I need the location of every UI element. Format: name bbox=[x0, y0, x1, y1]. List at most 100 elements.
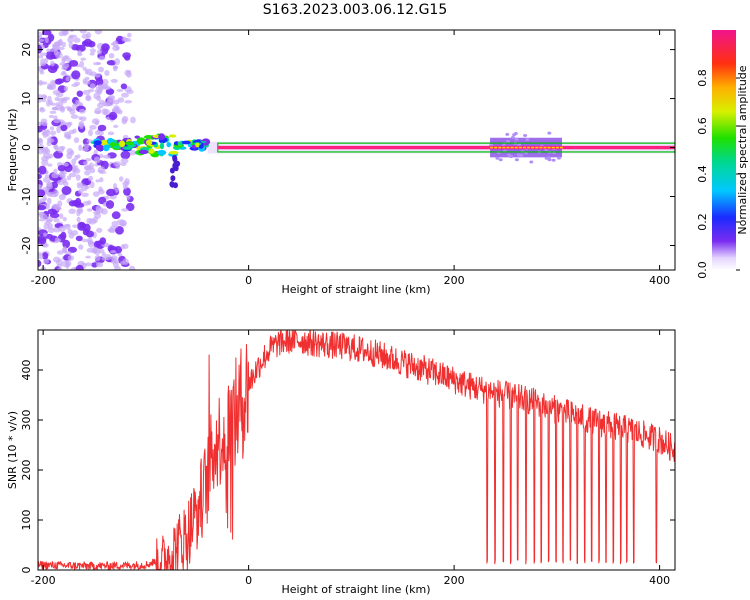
colorbar-tick-label: 0.0 bbox=[696, 261, 709, 279]
sideband-speck bbox=[505, 132, 510, 136]
noise-blob bbox=[101, 251, 106, 257]
x-tick-label: -200 bbox=[31, 274, 56, 287]
y-tick-label: 400 bbox=[20, 360, 33, 381]
snr-x-ticks: -200 0 200 400 bbox=[31, 330, 670, 587]
sideband-speck bbox=[551, 158, 556, 162]
noise-blob bbox=[113, 65, 118, 69]
noise-blob bbox=[89, 52, 95, 56]
ridge-dash bbox=[490, 146, 494, 149]
noise-blob bbox=[78, 244, 84, 250]
noise-blob bbox=[75, 235, 83, 242]
noise-blob bbox=[56, 250, 64, 255]
x-tick-label: 0 bbox=[245, 574, 252, 587]
onset-blob bbox=[166, 142, 171, 148]
noise-blob bbox=[84, 165, 92, 171]
noise-blob bbox=[110, 250, 117, 254]
noise-blob bbox=[128, 149, 137, 156]
noise-blob bbox=[61, 121, 68, 126]
heatmap-marks bbox=[38, 30, 675, 270]
noise-blob bbox=[79, 122, 84, 129]
ridge-core bbox=[217, 145, 675, 150]
heatmap-x-ticks: -200 0 200 400 bbox=[31, 30, 670, 287]
onset-blob bbox=[168, 150, 179, 155]
noise-blob bbox=[39, 146, 45, 151]
noise-blob bbox=[124, 55, 131, 61]
noise-blob bbox=[88, 129, 93, 137]
noise-blob bbox=[120, 261, 125, 265]
noise-blob bbox=[95, 262, 104, 268]
y-tick-label: 200 bbox=[20, 460, 33, 481]
noise-blob bbox=[89, 48, 96, 54]
onset-blob bbox=[136, 137, 146, 145]
noise-blob bbox=[43, 259, 50, 264]
noise-blob bbox=[100, 208, 108, 215]
onset-blob bbox=[119, 140, 126, 148]
noise-blob bbox=[75, 174, 81, 181]
ridge-dash bbox=[551, 146, 555, 149]
noise-blob bbox=[57, 165, 66, 172]
noise-blob bbox=[67, 228, 73, 235]
onset-blob bbox=[103, 144, 110, 152]
x-tick-label: 400 bbox=[649, 574, 670, 587]
heatmap-x-axis-label: Height of straight line (km) bbox=[281, 283, 430, 296]
noise-blob bbox=[52, 89, 61, 96]
sideband-speck bbox=[495, 156, 500, 160]
ridge-dash bbox=[522, 146, 526, 149]
noise-blob bbox=[49, 110, 57, 115]
noise-blob bbox=[94, 254, 101, 262]
ridge-dash bbox=[514, 146, 518, 149]
noise-blob bbox=[59, 213, 64, 219]
noise-blob bbox=[72, 103, 78, 110]
noise-blob bbox=[45, 129, 50, 133]
noise-blob bbox=[49, 126, 55, 131]
noise-blob bbox=[69, 60, 79, 67]
noise-blob bbox=[79, 30, 87, 34]
noise-blob bbox=[128, 265, 136, 270]
onset-blob bbox=[113, 145, 122, 149]
noise-blob bbox=[42, 30, 52, 36]
noise-blob bbox=[38, 79, 43, 86]
noise-blob bbox=[68, 41, 73, 49]
noise-blob bbox=[121, 115, 129, 123]
sideband-speck bbox=[547, 131, 552, 135]
noise-blob bbox=[82, 200, 91, 206]
noise-blob bbox=[66, 152, 73, 160]
noise-blob bbox=[49, 130, 57, 136]
noise-blob bbox=[80, 116, 87, 122]
x-tick-label: 0 bbox=[245, 274, 252, 287]
noise-blob bbox=[38, 205, 47, 211]
onset-streak bbox=[170, 181, 175, 188]
noise-blob bbox=[78, 222, 86, 229]
sideband-speck bbox=[498, 158, 503, 162]
noise-blob bbox=[101, 43, 110, 52]
noise-blob bbox=[113, 161, 121, 167]
noise-blob bbox=[117, 219, 125, 224]
noise-blob bbox=[42, 95, 48, 99]
noise-blob bbox=[102, 101, 107, 107]
ridge-dash bbox=[543, 146, 547, 149]
noise-blob bbox=[61, 186, 72, 195]
onset-blob bbox=[138, 149, 149, 155]
snr-y-ticks: 400 300 200 100 0 bbox=[20, 360, 675, 574]
noise-blob bbox=[81, 33, 89, 39]
sideband-speck bbox=[525, 138, 530, 141]
noise-blob bbox=[71, 44, 80, 51]
onset-blob bbox=[159, 142, 165, 150]
x-tick-label: 400 bbox=[649, 274, 670, 287]
y-tick-label: 0 bbox=[20, 144, 33, 151]
noise-blob bbox=[120, 150, 131, 160]
noise-blob bbox=[115, 226, 124, 235]
noise-blob bbox=[73, 137, 80, 144]
noise-blob bbox=[67, 122, 72, 128]
onset-blob bbox=[157, 149, 167, 156]
noise-blob bbox=[66, 175, 72, 181]
noise-blob bbox=[67, 246, 77, 253]
noise-blob bbox=[120, 244, 125, 250]
noise-blob bbox=[84, 185, 91, 189]
noise-blob bbox=[85, 95, 92, 102]
noise-blob bbox=[83, 143, 90, 149]
noise-blob bbox=[111, 220, 119, 227]
noise-blob bbox=[50, 60, 55, 67]
ridge-dash bbox=[527, 146, 531, 149]
noise-blob bbox=[94, 107, 102, 115]
